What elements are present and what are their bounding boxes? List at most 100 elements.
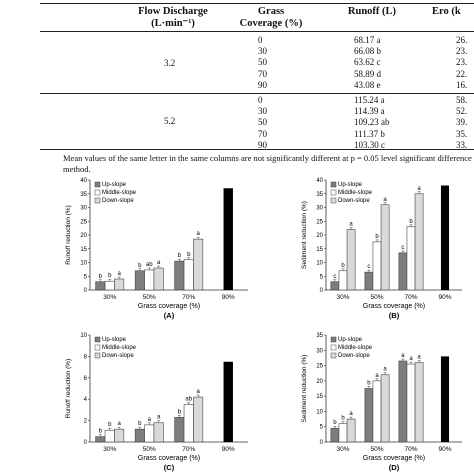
significance-letter: a — [157, 415, 161, 421]
table-group-rule — [40, 93, 474, 94]
y-tick-label: 0 — [320, 440, 324, 446]
significance-letter: ab — [146, 262, 153, 268]
x-tick-label: 30% — [103, 446, 116, 453]
legend-swatch — [94, 189, 101, 196]
legend-swatch — [330, 344, 337, 351]
significance-letter: a — [349, 411, 353, 417]
results-table: Flow Discharge (L·min⁻¹) Grass Coverage … — [0, 0, 474, 150]
y-tick-label: 35 — [316, 333, 323, 339]
significance-letter: a — [375, 373, 379, 379]
significance-letter: a — [148, 417, 152, 423]
legend-swatch — [330, 189, 337, 196]
y-tick-label: 10 — [80, 261, 87, 267]
table-cell-erosion: 23. — [456, 46, 468, 57]
y-tick-label: 8 — [84, 354, 88, 360]
significance-letter: a — [117, 271, 121, 277]
significance-letter: b — [367, 381, 371, 387]
y-tick-label: 2 — [84, 419, 88, 425]
bar-up-slope-50 — [134, 428, 145, 443]
x-tick-label: 50% — [143, 446, 156, 453]
y-tick-label: 25 — [316, 364, 323, 370]
table-cell-runoff: 63.62 c — [354, 57, 381, 68]
significance-letter: a — [117, 421, 121, 427]
bar-down-slope-50 — [153, 267, 164, 291]
significance-letter: c — [401, 245, 404, 251]
bar-down-slope-70 — [193, 396, 204, 443]
legend-swatch — [94, 336, 101, 343]
y-tick-label: 30 — [316, 206, 323, 212]
legend-swatch — [330, 336, 337, 343]
y-tick-label: 5 — [84, 274, 88, 280]
bar-up-slope-50 — [364, 271, 374, 291]
y-tick-label: 30 — [80, 206, 87, 212]
y-axis-label: Runoff reduction (%) — [65, 205, 72, 265]
x-tick-label: 90% — [438, 446, 451, 453]
significance-letter: a — [349, 222, 353, 228]
table-cell-coverage: 30 — [258, 46, 267, 57]
bar-total-90 — [440, 185, 450, 290]
chart-panel-b: Sediment reduction (%)0510152025303540cb… — [301, 178, 462, 320]
panel-label: (C) — [164, 463, 175, 472]
significance-letter: b — [99, 429, 103, 435]
legend-label: Down-slope — [338, 353, 370, 359]
bar-middle-slope-50 — [372, 380, 382, 443]
significance-letter: a — [401, 353, 405, 359]
table-cell-coverage: 50 — [258, 57, 267, 68]
bar-down-slope-70 — [414, 362, 424, 443]
panel-label: (D) — [389, 463, 400, 472]
legend-label: Down-slope — [102, 198, 134, 204]
y-tick-label: 0 — [84, 440, 88, 446]
significance-letter: b — [99, 274, 103, 280]
legend-label: Down-slope — [102, 353, 134, 359]
table-cell-runoff: 111.37 b — [354, 128, 385, 139]
significance-letter: a — [383, 197, 387, 203]
chart-panel-d: Sediment reduction (%)05101520253035bba3… — [301, 333, 462, 472]
significance-letter: b — [333, 420, 337, 426]
significance-letter: a — [157, 260, 161, 266]
flow-value-5-2: 5.2 — [164, 116, 176, 126]
bar-middle-slope-30 — [104, 429, 115, 443]
header-grass-coverage: Grass Coverage (%) — [239, 6, 303, 29]
significance-letter: a — [196, 389, 200, 395]
significance-letter: a — [383, 367, 387, 373]
table-cell-erosion: 16. — [456, 79, 468, 90]
table-cell-coverage: 90 — [258, 79, 267, 90]
bar-down-slope-50 — [380, 374, 390, 443]
table-cell-coverage: 30 — [258, 106, 267, 117]
x-tick-label: 50% — [143, 294, 156, 301]
significance-letter: b — [341, 263, 345, 269]
x-axis-label: Grass coverage (%) — [138, 303, 200, 310]
table-cell-erosion: 52. — [456, 106, 468, 117]
x-tick-label: 90% — [222, 294, 235, 301]
y-tick-label: 10 — [80, 333, 87, 339]
table-bottom-rule — [40, 149, 474, 150]
x-tick-label: 30% — [336, 294, 349, 301]
table-cell-erosion: 39. — [456, 117, 468, 128]
table-cell-coverage: 0 — [258, 95, 263, 105]
bar-total-90 — [223, 188, 233, 290]
panel-label: (B) — [389, 311, 400, 320]
table-cell-runoff: 109.23 ab — [354, 117, 390, 128]
table-cell-runoff: 66.08 b — [354, 46, 381, 57]
x-tick-label: 70% — [404, 294, 417, 301]
bar-total-90 — [440, 356, 450, 442]
table-cell-erosion: 58. — [456, 95, 468, 105]
significance-letter: b — [178, 253, 182, 259]
bar-middle-slope-30 — [338, 270, 348, 291]
bar-up-slope-70 — [398, 360, 408, 443]
x-tick-label: 70% — [404, 446, 417, 453]
bar-up-slope-70 — [174, 260, 185, 291]
bar-down-slope-70 — [414, 193, 424, 291]
y-tick-label: 5 — [320, 425, 324, 431]
y-axis-label: Sediment reduction (%) — [301, 201, 308, 269]
significance-letter: a — [196, 231, 200, 237]
table-cell-erosion: 23. — [456, 57, 468, 68]
legend-label: Up-slope — [338, 182, 363, 188]
table-top-rule — [40, 3, 474, 4]
bar-middle-slope-50 — [144, 269, 155, 291]
y-tick-label: 25 — [316, 219, 323, 225]
bar-up-slope-30 — [95, 281, 106, 291]
significance-letter: a — [417, 355, 421, 361]
x-tick-label: 90% — [438, 294, 451, 301]
